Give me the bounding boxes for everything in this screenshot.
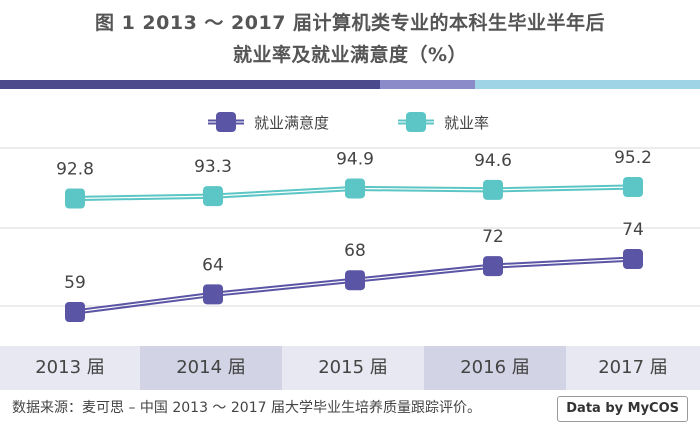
- series-1: 92.8 93.3 94.9 94.6 95.2: [56, 148, 652, 209]
- data-label: 68: [344, 241, 366, 261]
- data-point: [65, 188, 85, 209]
- strip-segment-light: [475, 80, 700, 89]
- source-note: 数据来源：麦可思 – 中国 2013 ～ 2017 届大学毕业生培养质量跟踪评价…: [12, 400, 481, 416]
- data-point: [345, 178, 365, 199]
- data-point: [203, 186, 223, 207]
- data-label: 72: [482, 227, 504, 247]
- series-0: 59 64 68 72 74: [64, 220, 644, 322]
- data-label: 92.8: [56, 160, 94, 180]
- data-point: [483, 179, 503, 200]
- chart-title-line1: 图 1 2013 ～ 2017 届计算机类专业的本科生毕业半年后: [94, 12, 606, 34]
- x-tick-label: 2016 届: [424, 346, 566, 390]
- decorative-color-strip: [0, 80, 700, 89]
- strip-segment-mid: [380, 80, 475, 89]
- data-point: [483, 256, 503, 277]
- data-point: [345, 270, 365, 291]
- legend-item-1: 就业率: [398, 112, 489, 132]
- legend-label: 就业率: [444, 114, 489, 132]
- data-label: 74: [622, 220, 644, 240]
- data-label: 95.2: [614, 148, 652, 168]
- legend-item-0: 就业满意度: [208, 112, 329, 132]
- data-point: [203, 284, 223, 305]
- chart-title-line2: 就业率及就业满意度（%）: [232, 44, 468, 66]
- x-tick-label: 2017 届: [566, 346, 700, 390]
- legend-marker: [216, 112, 236, 132]
- legend-marker: [406, 112, 426, 132]
- x-tick-label: 2013 届: [0, 346, 140, 390]
- data-label: 64: [202, 255, 224, 275]
- x-tick-label: 2014 届: [140, 346, 282, 390]
- mycos-logo: Data by MyCOS: [557, 396, 688, 422]
- data-label: 93.3: [194, 157, 232, 177]
- x-tick-label: 2015 届: [282, 346, 424, 390]
- data-label: 94.9: [336, 149, 374, 169]
- series-layer: 59 64 68 72 74 92.8 93.3 94.9 94.6 95.2: [56, 148, 652, 322]
- strip-segment-dark: [0, 80, 380, 89]
- data-label: 59: [64, 273, 86, 293]
- legend: 就业满意度 就业率: [208, 112, 489, 132]
- data-point: [623, 177, 643, 197]
- legend-label: 就业满意度: [254, 114, 329, 132]
- data-point: [623, 249, 643, 269]
- data-point: [65, 302, 85, 322]
- data-label: 94.6: [474, 151, 512, 171]
